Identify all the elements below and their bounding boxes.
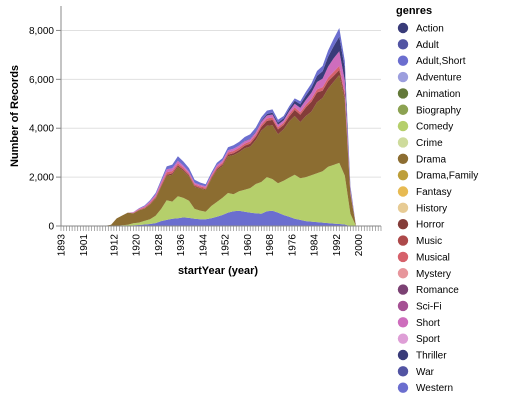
legend-swatch: [397, 382, 409, 393]
y-tick-label: 2,000: [29, 173, 54, 184]
x-tick-label: 1976: [288, 234, 299, 257]
y-tick-label: 6,000: [29, 75, 54, 86]
legend-swatch: [397, 137, 409, 148]
x-tick-label: 1936: [176, 234, 187, 257]
legend-label: Musical: [416, 252, 450, 263]
x-tick-label: 1928: [154, 234, 165, 257]
legend-swatch: [397, 284, 409, 295]
legend-label: Short: [416, 318, 440, 329]
legend-label: History: [416, 203, 447, 214]
legend-swatch: [397, 71, 409, 83]
area-drama: [61, 74, 368, 227]
x-tick-label: 1912: [109, 234, 120, 257]
x-tick-label: 1901: [79, 234, 90, 257]
legend-title: genres: [396, 5, 432, 17]
area-series-group: [61, 28, 368, 227]
y-axis: 0 2,000 4,000 6,000 8,000: [29, 6, 62, 233]
legend-label: Adult,Short: [416, 56, 466, 67]
legend-label: Horror: [416, 220, 445, 231]
legend-swatch: [397, 349, 409, 361]
legend-swatch: [397, 22, 409, 34]
legend-swatch: [397, 39, 409, 50]
legend-label: Western: [416, 383, 453, 394]
legend-swatch: [397, 300, 409, 312]
legend-swatch: [397, 169, 409, 181]
legend-swatch: [397, 186, 409, 197]
legend-swatch: [397, 268, 409, 279]
area-short: [61, 51, 368, 227]
legend-swatch: [397, 88, 409, 99]
legend-label: Thriller: [416, 351, 447, 362]
x-tick-label: 2000: [354, 234, 365, 257]
x-axis: 1893 1901 1912 1920 1928 1936 1944 1952 1960 1968…: [57, 225, 382, 257]
legend-swatch: [397, 333, 409, 344]
legend-label: Fantasy: [416, 187, 452, 198]
legend: genres Action Adult Adult,Short Adventure An…: [396, 5, 478, 394]
x-tick-label: 1992: [332, 234, 343, 257]
legend-label: Drama,Family: [416, 171, 478, 182]
legend-label: Comedy: [416, 122, 453, 133]
legend-label: Biography: [416, 105, 461, 116]
legend-label: Sci-Fi: [416, 301, 442, 312]
legend-swatch: [397, 317, 409, 328]
x-tick-label: 1968: [265, 234, 276, 257]
legend-label: Music: [416, 236, 442, 247]
legend-swatch: [397, 235, 409, 246]
legend-swatch: [397, 366, 409, 377]
area-adult-short: [61, 210, 368, 226]
y-tick-label: 0: [48, 222, 54, 233]
x-tick-label: 1952: [221, 234, 232, 257]
legend-swatch: [397, 251, 409, 263]
y-tick-label: 4,000: [29, 124, 54, 135]
x-tick-label: 1920: [132, 234, 143, 257]
x-axis-title: startYear (year): [178, 265, 258, 277]
legend-label: Animation: [416, 89, 460, 100]
x-tick-label: 1984: [310, 234, 321, 257]
legend-swatch: [397, 120, 409, 132]
legend-label: War: [416, 367, 435, 378]
legend-swatch: [397, 104, 409, 115]
legend-swatch: [397, 153, 409, 164]
x-tick-label: 1960: [243, 234, 254, 257]
area-comedy: [61, 162, 368, 226]
legend-swatch: [397, 219, 409, 230]
legend-swatch: [397, 202, 409, 214]
legend-label: Adult: [416, 40, 439, 51]
legend-label: Mystery: [416, 269, 451, 280]
legend-label: Action: [416, 24, 444, 35]
legend-label: Romance: [416, 285, 459, 296]
legend-label: Crime: [416, 138, 443, 149]
legend-label: Sport: [416, 334, 440, 345]
x-tick-label: 1944: [198, 234, 209, 257]
y-axis-title: Number of Records: [9, 65, 21, 167]
x-tick-label: 1893: [57, 234, 68, 257]
y-tick-label: 8,000: [29, 26, 54, 37]
legend-label: Drama: [416, 154, 446, 165]
legend-swatch: [397, 55, 409, 66]
legend-label: Adventure: [416, 73, 462, 84]
